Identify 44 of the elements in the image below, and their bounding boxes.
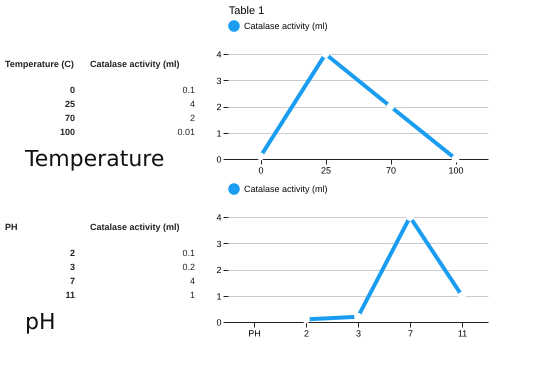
x-tick-label: 0 [258,166,264,176]
text: 0.2 [182,262,195,272]
x-tick-label: 70 [386,166,396,176]
x-tick-label: 2 [304,328,310,338]
text: 2 [190,113,195,123]
y-tick-label: 2 [216,265,222,275]
text: Catalase activity (ml) [90,222,180,232]
x-tick-label: 25 [320,166,332,176]
y-tick-label: 1 [216,128,222,138]
text: 7 [70,276,75,286]
legend-label: Catalase activity (ml) [244,21,328,31]
y-tick-label: 3 [216,238,222,249]
text: 4 [190,99,195,109]
x-tick-label: 11 [458,328,468,338]
text: 0 [70,85,75,95]
y-tick-label: 4 [216,212,222,222]
text: PH [5,222,18,232]
text: 1 [190,290,195,300]
text: 70 [64,113,75,123]
y-tick-label: 0 [216,154,222,164]
text: Temperature [24,147,164,172]
text: 0.1 [182,85,195,95]
text: 3 [70,262,75,272]
x-tick-label: PH [248,328,261,338]
text: 11 [65,290,75,300]
text: Catalase activity (ml) [90,59,180,69]
text: pH [25,310,56,335]
text: 100 [60,127,75,137]
y-tick-label: 1 [216,291,222,302]
text: 25 [64,99,75,109]
x-tick-label: 7 [408,328,414,338]
text: 4 [190,276,195,286]
text: 2 [70,248,75,258]
legend-label: Catalase activity (ml) [244,184,328,194]
y-tick-label: 2 [216,102,222,112]
x-tick-label: 100 [448,166,464,176]
y-tick-label: 0 [216,318,222,328]
text: 0.01 [177,127,195,137]
y-tick-label: 4 [216,50,222,60]
text: Table 1 [228,5,264,17]
text: 0.1 [182,248,195,258]
text: Temperature (C) [5,59,74,69]
x-tick-label: 3 [356,328,362,338]
y-tick-label: 3 [216,76,222,86]
